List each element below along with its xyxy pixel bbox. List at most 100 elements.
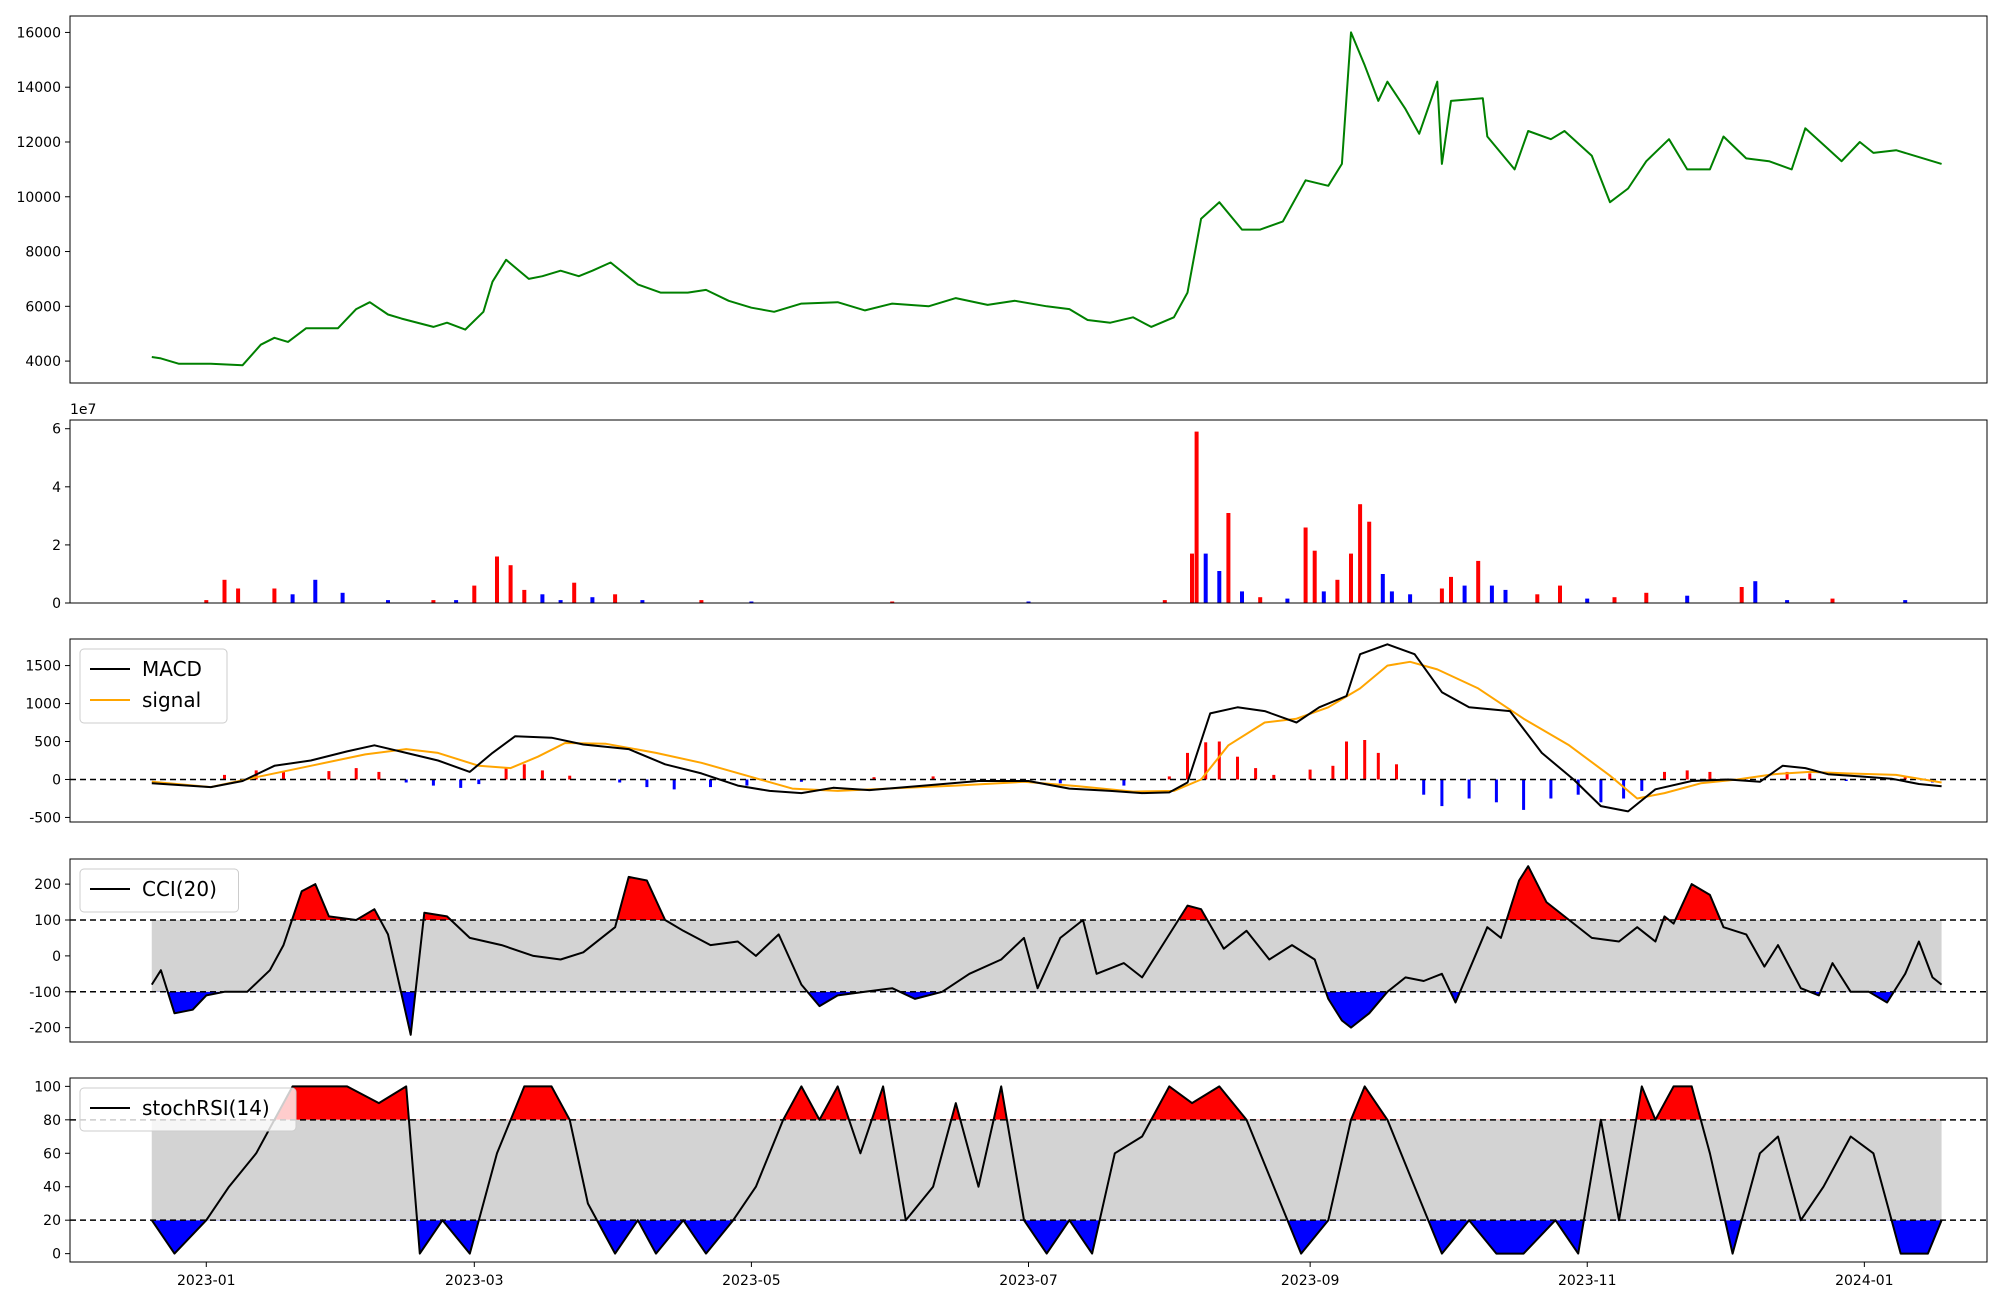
stochrsi-legend-label: stochRSI(14) (142, 1096, 270, 1120)
stochrsi-panel: 0 20 40 60 80 100 stochRSI(14) (34, 1077, 1988, 1263)
macd-histogram-bar (1467, 779, 1471, 799)
volume-bar (1303, 527, 1308, 603)
price-y-tick-label: 8000 (25, 245, 61, 261)
macd-histogram-bar (709, 779, 712, 788)
volume-bar (1462, 585, 1467, 603)
volume-bar (431, 600, 436, 603)
macd-histogram-bar (1186, 752, 1189, 780)
macd-histogram-bar (1308, 769, 1312, 780)
macd-histogram-bar (223, 774, 226, 780)
stochrsi-y-tick-label: 100 (34, 1079, 61, 1095)
volume-bar (1335, 579, 1340, 603)
volume-bar (1358, 504, 1363, 603)
volume-bar (454, 600, 459, 603)
macd-histogram-bar (1663, 771, 1666, 780)
x-tick-label: 2023-01 (177, 1273, 236, 1289)
volume-y-tick-label: 0 (52, 596, 61, 612)
volume-bar (1349, 553, 1353, 603)
stochrsi-y-tick-label: 20 (43, 1213, 61, 1229)
price-y-tick-label: 6000 (25, 299, 61, 315)
volume-bar (495, 556, 499, 603)
macd-histogram-bar (1058, 779, 1062, 784)
macd-legend-label: signal (142, 688, 201, 712)
stochrsi-line (150, 1085, 1943, 1255)
volume-bar (572, 582, 577, 603)
price-y-tick-label: 16000 (16, 25, 61, 41)
volume-bar (1389, 591, 1394, 603)
cci-frame (69, 858, 1988, 1043)
price-y-tick-label: 10000 (16, 190, 61, 206)
volume-bar (1785, 600, 1790, 603)
volume-bar (1585, 598, 1590, 603)
date-axis: 2023-01 2023-03 2023-05 2023-07 2023-09 2023-… (177, 1262, 1894, 1289)
macd-histogram-bar (1122, 779, 1126, 786)
macd-histogram-bar (1395, 764, 1398, 780)
macd-histogram-bar (1272, 774, 1276, 780)
macd-histogram-bar (1522, 779, 1526, 810)
volume-bar (1190, 553, 1194, 603)
price-panel: 4000 6000 8000 10000 12000 14000 16000 (16, 15, 1988, 384)
macd-y-tick-label: 0 (52, 772, 61, 788)
macd-histogram-bar (431, 779, 435, 786)
macd-histogram-bar (1217, 741, 1221, 780)
macd-histogram-bar (1440, 779, 1444, 807)
stochrsi-y-tick-label: 60 (43, 1146, 61, 1162)
volume-bar (1203, 553, 1208, 603)
volume-bar (1612, 597, 1617, 603)
price-frame (69, 15, 1988, 384)
price-line (151, 31, 1942, 367)
volume-bar (590, 597, 595, 603)
volume-bar (540, 594, 545, 603)
macd-histogram-bar (327, 771, 331, 780)
volume-offset-label: 1e7 (70, 402, 96, 418)
macd-y-tick-label: 1500 (25, 659, 61, 675)
x-tick-label: 2023-07 (999, 1273, 1058, 1289)
macd-histogram-bar (1345, 741, 1348, 780)
volume-bar (386, 600, 390, 603)
volume-bar (1226, 513, 1231, 603)
macd-legend-label: MACD (142, 657, 202, 681)
macd-histogram-bar (1204, 742, 1208, 780)
volume-bar (890, 601, 895, 603)
stochrsi-overbought-fill (151, 1086, 1942, 1120)
macd-histogram-bar (1708, 771, 1712, 780)
macd-histogram-bar (504, 768, 508, 780)
macd-histogram-bar (672, 779, 676, 790)
volume-bar (558, 600, 563, 603)
volume-panel: 0 2 4 6 1e7 (52, 402, 1988, 612)
cci-y-tick-label: 0 (52, 949, 61, 965)
x-tick-label: 2023-03 (445, 1273, 504, 1289)
cci-line (150, 865, 1943, 1036)
macd-histogram-bar (1622, 779, 1626, 799)
volume-bar (1685, 595, 1690, 603)
volume-bar (699, 600, 704, 603)
volume-bar (222, 579, 227, 603)
stochrsi-y-tick-label: 0 (52, 1247, 61, 1263)
volume-bar (613, 594, 618, 603)
volume-bar (1240, 591, 1244, 603)
volume-bar (1026, 601, 1031, 603)
macd-histogram-bar (931, 776, 935, 780)
macd-histogram-bar (459, 779, 463, 788)
macd-line (151, 643, 1942, 813)
macd-histogram-bar (377, 771, 381, 780)
macd-histogram-bar (1903, 777, 1907, 780)
macd-histogram-bar (1236, 756, 1239, 780)
macd-histogram-bar (1549, 779, 1553, 799)
x-tick-label: 2023-11 (1558, 1273, 1617, 1289)
macd-histogram-bar (1376, 752, 1380, 780)
volume-bar (472, 585, 477, 603)
volume-bar (1285, 598, 1290, 603)
cci-y-tick-label: 200 (34, 877, 61, 893)
macd-histogram-bar (282, 771, 285, 780)
cci-legend-label: CCI(20) (142, 877, 217, 901)
volume-bar (749, 601, 754, 603)
cci-panel: -200 -100 0 100 200 CCI(20) (29, 858, 1988, 1043)
volume-y-tick-label: 4 (52, 480, 61, 496)
volume-bar (1258, 597, 1263, 603)
volume-bar (1380, 574, 1385, 603)
volume-bar (340, 592, 345, 603)
cci-y-tick-label: 100 (34, 913, 61, 929)
volume-bar (272, 588, 277, 603)
macd-histogram-bar (1808, 773, 1812, 780)
